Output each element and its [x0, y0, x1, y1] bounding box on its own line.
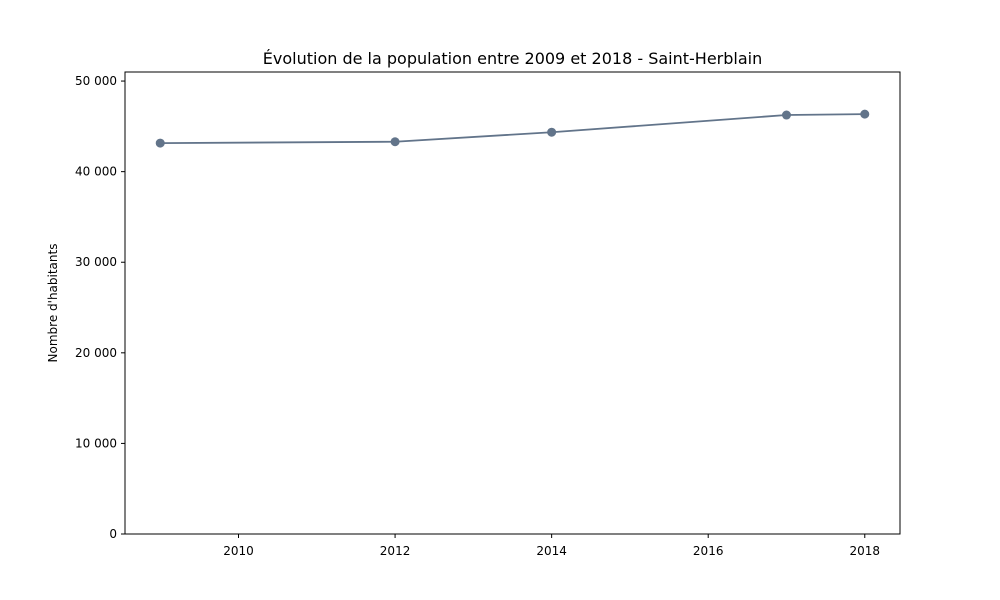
chart-title: Évolution de la population entre 2009 et… — [263, 49, 762, 68]
y-tick-label: 40 000 — [75, 165, 117, 179]
data-point-marker — [547, 127, 557, 137]
y-tick-label: 0 — [109, 527, 117, 541]
plot-area-frame — [124, 71, 901, 535]
x-tick-label: 2016 — [693, 544, 724, 558]
y-axis-label: Nombre d'habitants — [46, 244, 60, 363]
data-point-marker — [390, 137, 400, 147]
y-axis-ticks: 0 10 000 20 000 30 000 40 000 50 000 — [75, 74, 125, 541]
x-tick-label: 2012 — [380, 544, 411, 558]
y-tick-label: 20 000 — [75, 346, 117, 360]
series-layer — [155, 109, 870, 148]
data-point-marker — [860, 109, 870, 119]
data-point-marker — [155, 138, 165, 148]
x-axis-ticks: 2010 2012 2014 2016 2018 — [223, 534, 880, 558]
y-tick-label: 30 000 — [75, 255, 117, 269]
data-point-marker — [781, 110, 791, 120]
x-tick-label: 2010 — [223, 544, 254, 558]
x-tick-label: 2018 — [849, 544, 880, 558]
x-tick-label: 2014 — [536, 544, 567, 558]
y-tick-label: 10 000 — [75, 436, 117, 450]
y-tick-label: 50 000 — [75, 74, 117, 88]
